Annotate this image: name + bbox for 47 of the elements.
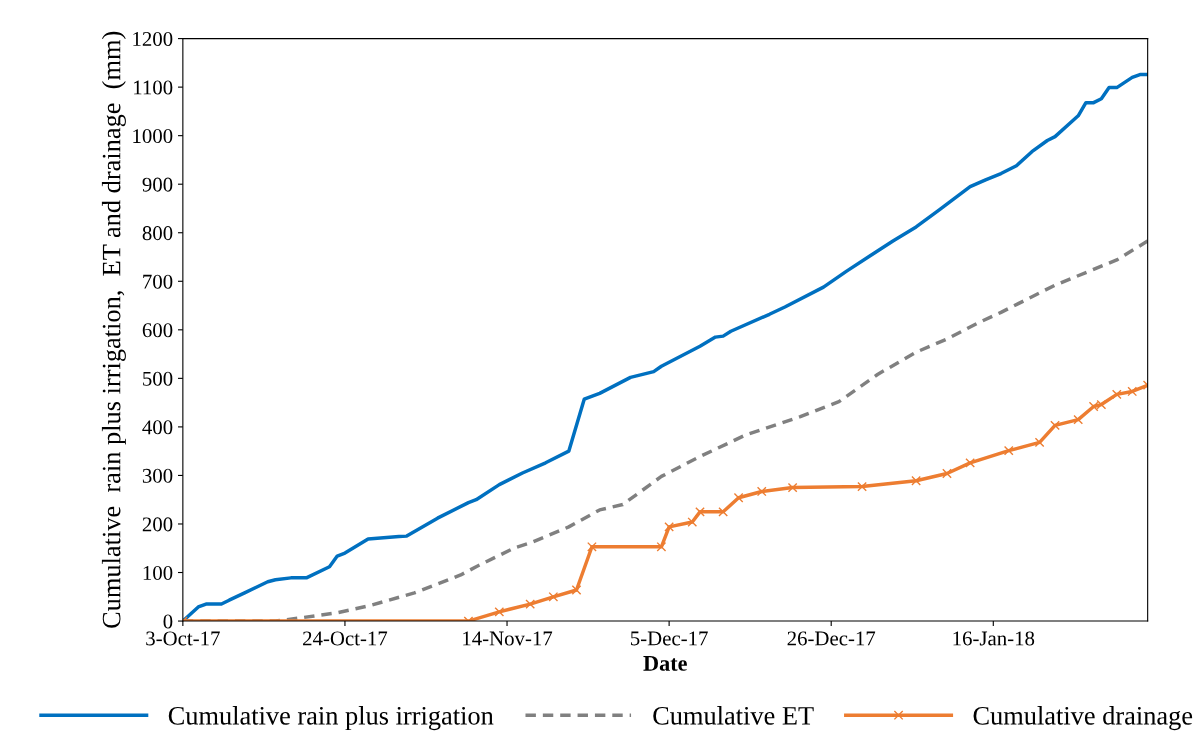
legend-label: Cumulative drainage bbox=[973, 706, 1193, 731]
point bbox=[787, 482, 798, 493]
point bbox=[687, 517, 698, 527]
y-tick-label: 900 bbox=[142, 177, 173, 192]
x-tick-label: 14-Nov-17 bbox=[463, 631, 553, 646]
legend-label: Cumulative rain plus irrigation bbox=[168, 706, 494, 731]
point bbox=[571, 585, 582, 595]
y-tick-label: 700 bbox=[143, 274, 173, 289]
y-tick-label: 500 bbox=[143, 371, 173, 386]
y-tick-label: 1000 bbox=[133, 129, 173, 144]
x-tick-label: 24-Oct-17 bbox=[303, 631, 388, 646]
y-tick-label: 100 bbox=[143, 565, 173, 580]
point bbox=[656, 541, 667, 552]
point bbox=[494, 606, 505, 617]
point bbox=[911, 475, 921, 486]
point bbox=[1003, 445, 1014, 456]
y-tick-label: 800 bbox=[142, 226, 173, 241]
point bbox=[942, 468, 952, 479]
y-tick-label: 400 bbox=[142, 420, 173, 435]
y-tick-label: 1200 bbox=[133, 31, 173, 47]
point bbox=[1127, 386, 1138, 397]
point bbox=[548, 591, 559, 602]
x-tick-label: 16-Jan-18 bbox=[953, 631, 1035, 646]
y-tick-label: 300 bbox=[142, 468, 173, 483]
point bbox=[525, 599, 536, 609]
y-tick-label: 1100 bbox=[134, 80, 173, 95]
point bbox=[1073, 414, 1084, 425]
y-tick-label: 200 bbox=[142, 517, 173, 532]
y-tick-label: 0 bbox=[163, 614, 173, 629]
point bbox=[664, 522, 674, 532]
point bbox=[965, 457, 975, 468]
point bbox=[587, 541, 597, 552]
point bbox=[857, 481, 867, 492]
legend-label: Cumulative ET bbox=[653, 706, 814, 725]
y-axis-title: Cumulative rain plus irrigation, ET and drainage (mm) bbox=[101, 31, 126, 628]
x-tick-label: 3-Oct-17 bbox=[146, 631, 220, 646]
x-axis-title: Date bbox=[643, 656, 687, 671]
point bbox=[1111, 389, 1122, 400]
point bbox=[733, 492, 744, 503]
point bbox=[1034, 437, 1045, 448]
x-tick-label: 5-Dec-17 bbox=[631, 631, 708, 646]
point bbox=[695, 506, 705, 517]
x-tick-label: 26-Dec-17 bbox=[787, 631, 876, 646]
y-tick-label: 600 bbox=[142, 323, 173, 338]
point bbox=[718, 506, 729, 517]
point bbox=[1050, 420, 1060, 431]
point bbox=[756, 486, 767, 497]
